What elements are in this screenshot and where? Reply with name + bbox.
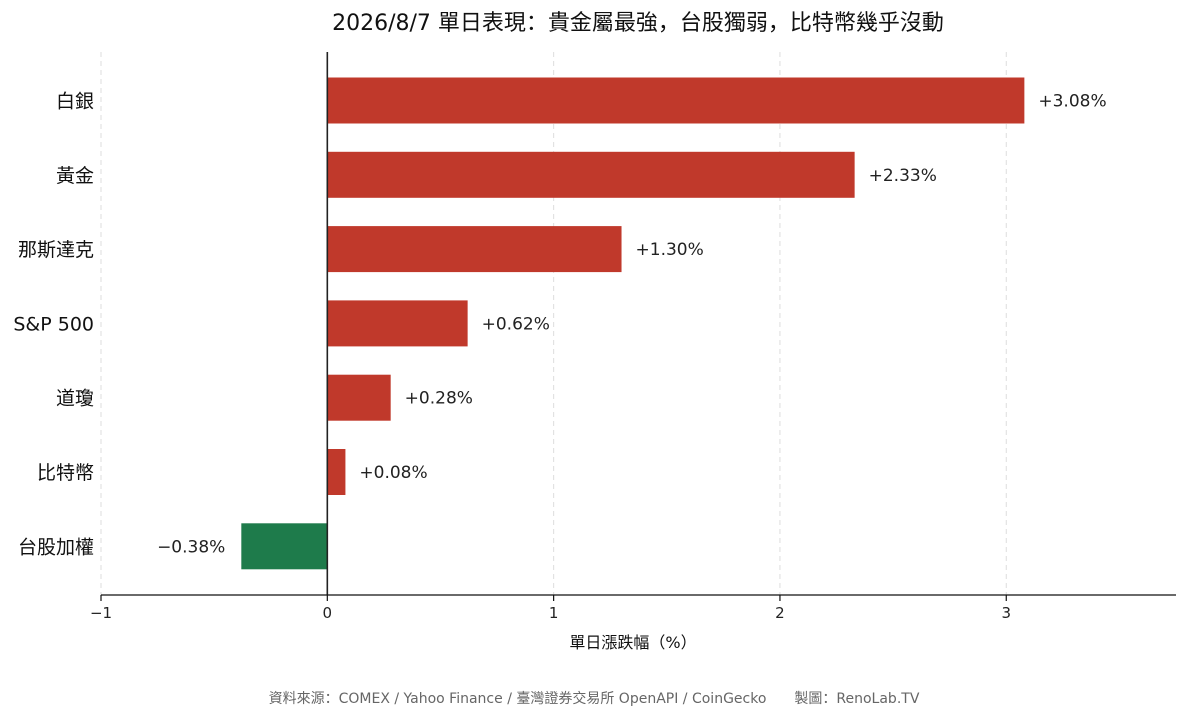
x-axis-title: 單日漲跌幅（%） <box>569 633 696 652</box>
chart-title: 2026/8/7 單日表現：貴金屬最強，台股獨弱，比特幣幾乎沒動 <box>332 11 944 36</box>
axes: −1 0 1 2 3 <box>90 52 1176 622</box>
category-label: 那斯達克 <box>18 239 94 261</box>
value-label: −0.38% <box>157 537 225 557</box>
category-label: 台股加權 <box>18 536 94 558</box>
x-tick-label: 0 <box>323 604 333 622</box>
bar <box>327 77 1025 124</box>
bar <box>327 300 468 347</box>
value-label: +2.33% <box>869 166 937 186</box>
source-note: 資料來源：COMEX / Yahoo Finance / 臺灣證券交易所 Ope… <box>269 690 920 707</box>
category-label: 白銀 <box>56 91 94 113</box>
x-tick-label: 2 <box>775 604 785 622</box>
bars <box>241 77 1025 570</box>
labels: 白銀 +3.08% 黃金 +2.33% 那斯達克 +1.30% S&P 500 +0.62% 道… <box>13 91 1106 559</box>
category-label: 黃金 <box>56 165 94 187</box>
grid-lines <box>100 52 1007 595</box>
bar <box>327 151 855 198</box>
value-label: +0.62% <box>482 314 550 334</box>
category-label: 比特幣 <box>37 462 94 484</box>
bar <box>327 374 391 421</box>
bar <box>327 226 622 273</box>
x-tick-label: 3 <box>1001 604 1011 622</box>
value-label: +3.08% <box>1038 92 1106 112</box>
x-tick-label: 1 <box>549 604 559 622</box>
value-label: +0.28% <box>405 389 473 409</box>
value-label: +0.08% <box>359 463 427 483</box>
value-label: +1.30% <box>636 240 704 260</box>
category-label: 道瓊 <box>56 388 94 410</box>
bar <box>327 449 346 495</box>
x-tick-label: −1 <box>90 604 112 622</box>
bar <box>241 523 328 570</box>
category-label: S&P 500 <box>13 313 94 335</box>
